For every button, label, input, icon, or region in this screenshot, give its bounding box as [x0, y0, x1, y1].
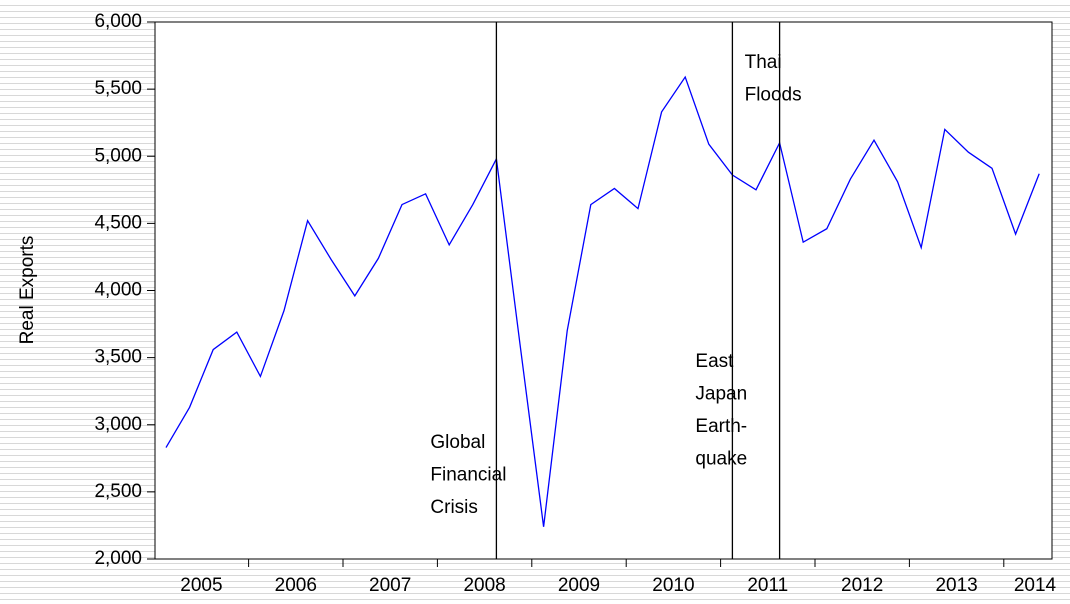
- y-tick-label: 4,000: [94, 280, 142, 301]
- y-tick-label: 5,000: [94, 145, 142, 166]
- x-tick-label: 2011: [747, 575, 788, 596]
- event-label: Floods: [745, 85, 802, 106]
- x-tick-label: 2013: [935, 575, 977, 596]
- x-tick-label: 2009: [558, 575, 600, 596]
- x-tick-label: 2007: [369, 575, 411, 596]
- y-tick-label: 3,500: [94, 347, 142, 368]
- y-tick-label: 5,500: [94, 78, 142, 99]
- x-tick-label: 2006: [275, 575, 317, 596]
- event-label: Earth-: [695, 416, 747, 437]
- x-tick-label: 2014: [1014, 575, 1057, 596]
- y-axis-label: Real Exports: [17, 236, 38, 345]
- data-line: [165, 75, 1040, 527]
- x-tick-label: 2005: [180, 575, 222, 596]
- plot-area: [154, 21, 1053, 560]
- y-tick-label: 6,000: [94, 11, 142, 32]
- x-tick-label: 2010: [652, 575, 694, 596]
- y-tick-label: 4,500: [94, 212, 142, 233]
- y-tick-label: 2,500: [94, 481, 142, 502]
- x-tick-label: 2012: [841, 575, 883, 596]
- event-label: Thai: [745, 52, 782, 73]
- event-label: Global: [430, 432, 485, 453]
- y-tick-label: 3,000: [94, 414, 142, 435]
- event-label: Financial: [430, 465, 506, 486]
- event-label: Japan: [695, 384, 747, 405]
- event-label: Crisis: [430, 497, 478, 518]
- event-label: East: [695, 351, 734, 372]
- event-label: quake: [695, 449, 747, 470]
- y-tick-label: 2,000: [94, 548, 142, 569]
- x-tick-label: 2008: [463, 575, 505, 596]
